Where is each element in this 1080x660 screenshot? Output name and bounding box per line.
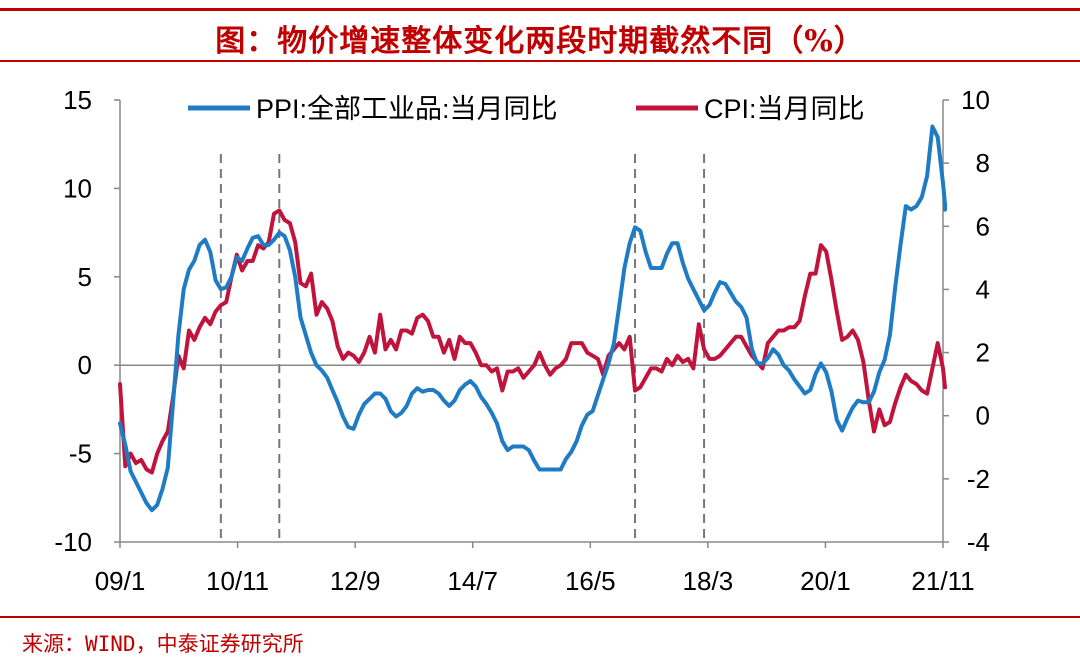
left-tick-label: 15 (63, 85, 92, 115)
x-axis-ticks: 09/1 10/11 12/9 14/7 16/5 18/3 20/1 21/11 (95, 542, 975, 596)
right-tick-label: 2 (976, 338, 990, 368)
legend: PPI:全部工业品:当月同比 CPI:当月同比 (188, 94, 865, 124)
ppi-line (118, 124, 947, 513)
reference-lines (219, 154, 706, 542)
right-tick-label: 4 (976, 274, 990, 304)
cpi-line (118, 208, 947, 475)
right-tick-label: 8 (976, 148, 990, 178)
series (118, 124, 947, 513)
right-tick-label: 0 (976, 401, 990, 431)
left-tick-label: 5 (78, 262, 92, 292)
right-tick-label: 10 (961, 85, 990, 115)
x-tick-label: 12/9 (330, 566, 381, 596)
x-tick-label: 21/11 (911, 566, 974, 596)
right-tick-label: -2 (967, 464, 990, 494)
title-bar: 图：物价增速整体变化两段时期截然不同（%） (0, 0, 1080, 62)
axes (119, 100, 944, 543)
left-axis-ticks: -10 -5 0 5 10 15 (54, 85, 120, 557)
left-tick-label: -10 (54, 527, 92, 557)
x-tick-label: 18/3 (683, 566, 734, 596)
legend-cpi-label: CPI:当月同比 (704, 94, 865, 124)
source-note: 来源：WIND，中泰证券研究所 (22, 632, 304, 656)
footer: 来源：WIND，中泰证券研究所 (0, 612, 1080, 660)
x-tick-label: 09/1 (95, 566, 146, 596)
right-axis-ticks: -4 -2 0 2 4 6 8 10 (943, 85, 990, 557)
title-rule-top (0, 8, 1080, 11)
right-tick-label: -4 (967, 527, 990, 557)
right-tick-label: 6 (976, 211, 990, 241)
chart-title: 图：物价增速整体变化两段时期截然不同（%） (215, 24, 865, 59)
legend-ppi-label: PPI:全部工业品:当月同比 (256, 94, 558, 124)
x-tick-label: 16/5 (565, 566, 616, 596)
left-tick-label: 0 (78, 350, 92, 380)
left-tick-label: -5 (69, 439, 92, 469)
chart: -10 -5 0 5 10 15 -4 -2 0 2 4 6 8 10 09/1 10/11 12/9 14/… (54, 85, 990, 596)
left-tick-label: 10 (63, 173, 92, 203)
title-rule-bottom (0, 60, 1080, 62)
x-tick-label: 14/7 (447, 566, 498, 596)
x-tick-label: 10/11 (206, 566, 269, 596)
x-tick-label: 20/1 (800, 566, 851, 596)
footer-rule (0, 616, 1080, 618)
